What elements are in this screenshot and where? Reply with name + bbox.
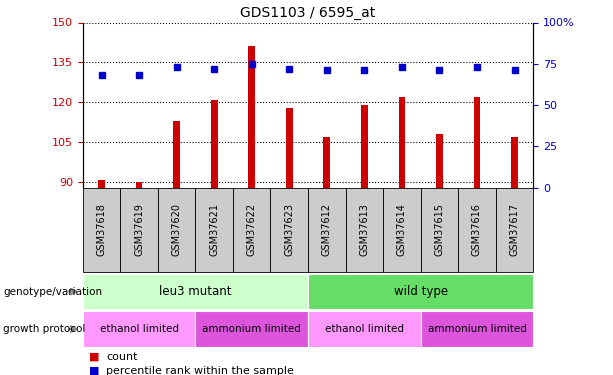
Bar <box>308 188 346 272</box>
Bar <box>324 137 330 188</box>
Bar <box>308 311 421 347</box>
Text: genotype/variation: genotype/variation <box>3 286 102 297</box>
Text: percentile rank within the sample: percentile rank within the sample <box>106 366 294 375</box>
Bar <box>346 188 383 272</box>
Text: count: count <box>106 352 137 362</box>
Text: GSM37619: GSM37619 <box>134 203 144 256</box>
Text: leu3 mutant: leu3 mutant <box>159 285 232 298</box>
Text: GSM37621: GSM37621 <box>209 203 219 256</box>
Text: GSM37616: GSM37616 <box>472 203 482 256</box>
Bar <box>308 274 533 309</box>
Bar <box>233 188 270 272</box>
Bar <box>211 100 218 188</box>
Text: GSM37618: GSM37618 <box>96 203 107 256</box>
Text: ammonium limited: ammonium limited <box>427 324 527 334</box>
Text: growth protocol: growth protocol <box>3 324 85 334</box>
Title: GDS1103 / 6595_at: GDS1103 / 6595_at <box>240 6 376 20</box>
Bar <box>361 105 368 188</box>
Text: GSM37623: GSM37623 <box>284 203 294 256</box>
Text: GSM37613: GSM37613 <box>359 203 370 256</box>
Bar <box>173 121 180 188</box>
Bar <box>135 182 142 188</box>
Text: ■: ■ <box>89 352 99 362</box>
Bar <box>83 311 196 347</box>
Bar <box>196 188 233 272</box>
Text: GSM37612: GSM37612 <box>322 203 332 256</box>
Bar <box>458 188 496 272</box>
Bar <box>511 137 518 188</box>
Bar <box>196 311 308 347</box>
Bar <box>421 311 533 347</box>
Bar <box>383 188 421 272</box>
Bar <box>83 188 120 272</box>
Text: ■: ■ <box>89 366 99 375</box>
Text: GSM37622: GSM37622 <box>246 203 257 256</box>
Bar <box>270 188 308 272</box>
Text: GSM37615: GSM37615 <box>435 203 444 256</box>
Text: ethanol limited: ethanol limited <box>99 324 178 334</box>
Bar <box>496 188 533 272</box>
Bar <box>98 180 105 188</box>
Text: ammonium limited: ammonium limited <box>202 324 301 334</box>
Bar <box>286 108 292 188</box>
Text: GSM37614: GSM37614 <box>397 203 407 256</box>
Bar <box>474 97 481 188</box>
Text: wild type: wild type <box>394 285 447 298</box>
Bar <box>83 274 308 309</box>
Bar <box>248 46 255 188</box>
Bar <box>421 188 458 272</box>
Text: ethanol limited: ethanol limited <box>325 324 404 334</box>
Text: GSM37620: GSM37620 <box>172 203 181 256</box>
Bar <box>120 188 158 272</box>
Text: GSM37617: GSM37617 <box>509 203 520 256</box>
Bar <box>436 134 443 188</box>
Bar <box>398 97 405 188</box>
Bar <box>158 188 196 272</box>
